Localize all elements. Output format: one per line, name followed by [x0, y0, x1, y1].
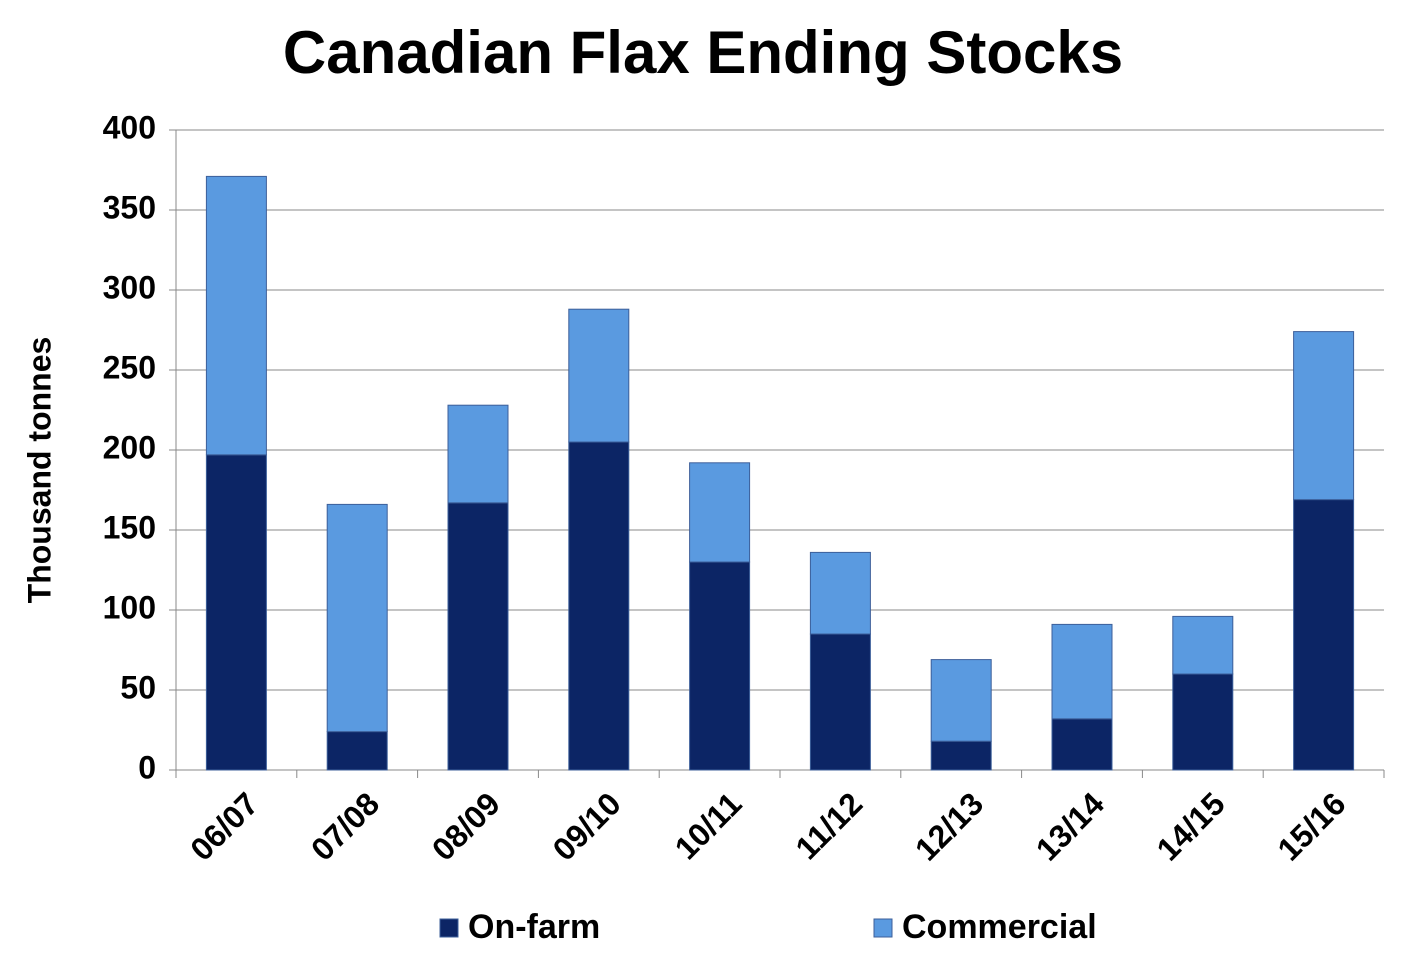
bar-segment [930, 659, 992, 742]
x-tick-label: 06/07 [183, 785, 265, 867]
x-tick-label: 11/12 [788, 785, 869, 866]
bar-segment [1293, 331, 1355, 501]
bar-segment [568, 441, 630, 771]
bar-segment [1293, 499, 1355, 771]
y-tick-label: 150 [103, 509, 156, 545]
y-tick-label: 350 [103, 189, 156, 225]
bar-segment [326, 731, 388, 771]
bar-segment [689, 462, 751, 563]
x-tick-label: 09/10 [546, 785, 628, 867]
y-tick-label: 250 [103, 349, 156, 385]
bar-segment [809, 633, 871, 771]
chart-title: Canadian Flax Ending Stocks [283, 19, 1123, 86]
x-tick-label: 08/09 [425, 785, 507, 867]
bar-segment [205, 454, 267, 771]
bar-segment [447, 502, 509, 771]
bar-segment [689, 561, 751, 771]
x-tick-label: 12/13 [908, 785, 990, 867]
y-tick-label: 400 [103, 109, 156, 145]
y-tick-label: 300 [103, 269, 156, 305]
y-tick-label: 200 [103, 429, 156, 465]
bar-segment [568, 308, 630, 443]
bar-segment [447, 404, 509, 504]
bar-segment [1051, 623, 1113, 720]
bar-segment [1172, 673, 1234, 771]
bar-segment [205, 175, 267, 456]
y-axis-label: Thousand tonnes [21, 337, 57, 604]
bar-segment [809, 551, 871, 635]
x-tick-label: 15/16 [1270, 785, 1352, 867]
legend-swatch [873, 918, 893, 938]
x-tick-label: 13/14 [1029, 785, 1111, 867]
y-tick-label: 50 [120, 669, 156, 705]
bar-segment [1051, 718, 1113, 771]
x-tick-label: 14/15 [1150, 785, 1232, 867]
y-tick-label: 100 [103, 589, 156, 625]
x-tick-label: 10/11 [668, 785, 749, 866]
bar-segment [326, 503, 388, 733]
legend-swatch [439, 918, 459, 938]
y-tick-label: 0 [138, 749, 156, 785]
legend-label: On-farm [468, 908, 600, 946]
x-tick-label: 07/08 [304, 785, 386, 867]
bar-segment [930, 740, 992, 771]
bar-segment [1172, 615, 1234, 675]
legend-label: Commercial [902, 908, 1097, 946]
